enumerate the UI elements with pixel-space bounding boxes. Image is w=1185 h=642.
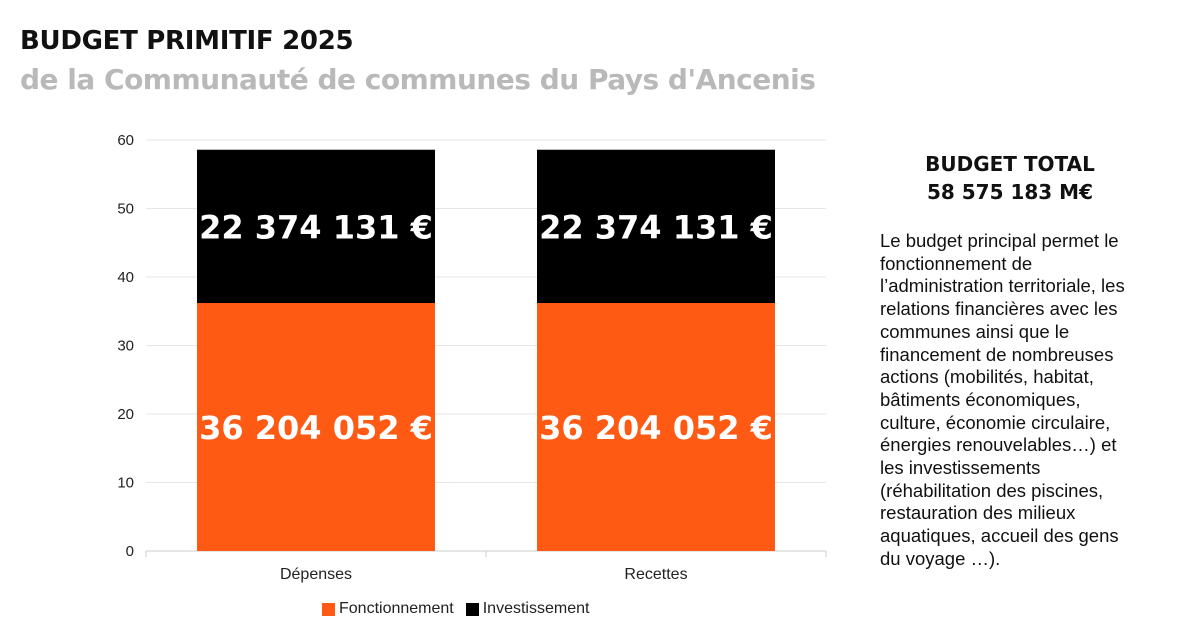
chart-legend: Fonctionnement Investissement	[322, 600, 601, 618]
y-tick-label-10: 10	[117, 475, 134, 492]
page-title: BUDGET PRIMITIF 2025	[20, 26, 354, 56]
bar-recettes-investissement	[537, 149, 775, 304]
legend-item-investissement: Investissement	[465, 600, 590, 618]
x-category-label: Dépenses	[280, 566, 352, 583]
y-tick-label-40: 40	[117, 269, 134, 286]
budget-description: Le budget principal permet le fonctionne…	[880, 230, 1125, 569]
legend-item-fonctionnement: Fonctionnement	[322, 600, 454, 618]
data-label-recettes-investissement: 22 374 131 €	[539, 208, 773, 246]
budget-total-label: BUDGET TOTAL	[925, 152, 1095, 176]
budget-summary-panel: BUDGET TOTAL 58 575 183 M€ Le budget pri…	[860, 150, 1160, 571]
page-subtitle: de la Communauté de communes du Pays d'A…	[20, 63, 816, 96]
legend-swatch-fonctionnement	[322, 602, 335, 616]
data-label-depenses-fonctionnement: 36 204 052 €	[199, 409, 433, 447]
y-tick-label-60: 60	[117, 132, 134, 149]
budget-total-amount: 58 575 183 M€	[926, 180, 1094, 204]
legend-label-investissement: Investissement	[482, 600, 590, 617]
bar-depenses-investissement	[197, 149, 435, 304]
legend-label-fonctionnement: Fonctionnement	[339, 600, 454, 617]
budget-total-heading: BUDGET TOTAL 58 575 183 M€	[860, 150, 1160, 206]
bar-depenses-fonctionnement	[197, 303, 435, 551]
legend-swatch-investissement	[465, 602, 479, 616]
y-tick-label-50: 50	[117, 201, 134, 218]
y-tick-label-30: 30	[117, 338, 134, 355]
y-tick-label-20: 20	[117, 406, 134, 423]
y-tick-label-0: 0	[126, 543, 134, 560]
data-label-depenses-investissement: 22 374 131 €	[199, 208, 433, 246]
x-category-label: Recettes	[624, 566, 687, 583]
bar-recettes-fonctionnement	[537, 303, 775, 551]
stacked-bar-chart: 0 10 20 30 40 50 60 36 204 052 € 22 374 131 € Dép…	[117, 132, 827, 583]
data-label-recettes-fonctionnement: 36 204 052 €	[539, 409, 773, 447]
